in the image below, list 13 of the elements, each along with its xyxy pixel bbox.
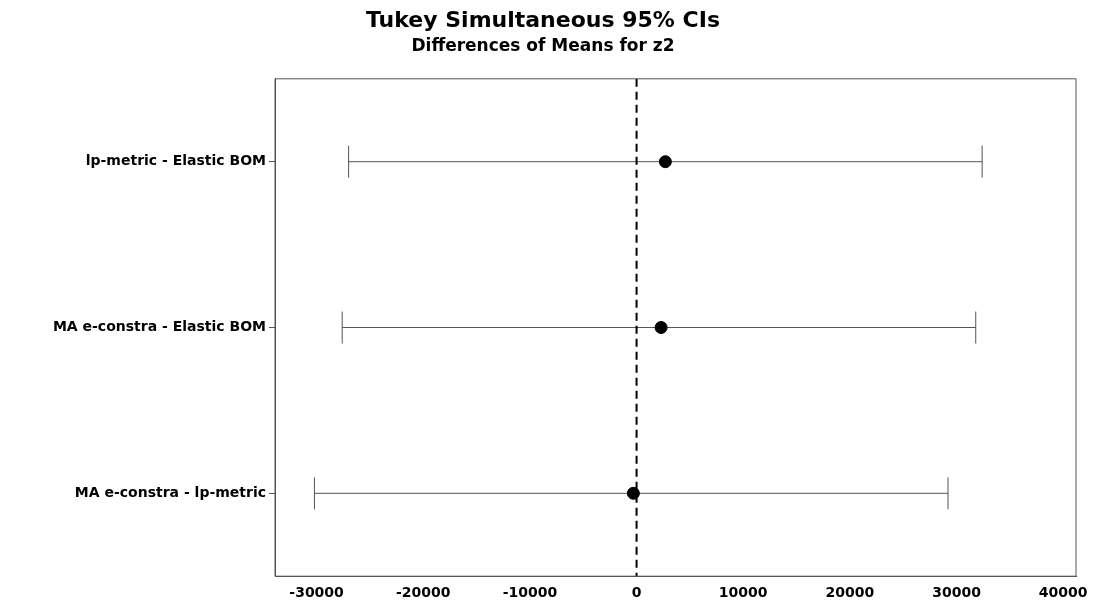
y-tick-label: MA e-constra - lp-metric	[74, 483, 266, 500]
x-tick-label: -30000	[289, 584, 345, 601]
x-tick-label: 20000	[825, 584, 875, 601]
chart-subtitle: Differences of Means for z2	[411, 35, 675, 56]
chart-title: Tukey Simultaneous 95% CIs	[366, 6, 720, 32]
x-tick-label: 0	[631, 584, 642, 601]
x-tick-label: 10000	[718, 584, 768, 601]
x-tick-label: 30000	[932, 584, 982, 601]
y-tick-label: MA e-constra - Elastic BOM	[52, 318, 266, 335]
x-tick-label: 40000	[1038, 584, 1088, 601]
x-tick-label: -20000	[395, 584, 451, 601]
y-tick-label: lp-metric - Elastic BOM	[85, 152, 266, 169]
x-tick-label: -10000	[502, 584, 558, 601]
